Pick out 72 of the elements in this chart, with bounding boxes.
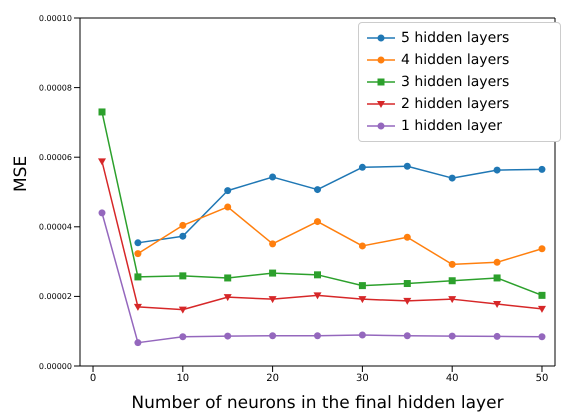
- point: [314, 218, 321, 226]
- point: [179, 333, 186, 340]
- x-tick-label: 50: [536, 373, 548, 384]
- point: [314, 332, 321, 340]
- point: [134, 339, 142, 346]
- point: [358, 242, 366, 250]
- legend-label: 5 hidden layers: [401, 29, 510, 48]
- point: [494, 332, 501, 340]
- point: [269, 240, 276, 248]
- point: [314, 271, 321, 278]
- x-tick-label: 0: [90, 373, 96, 384]
- point: [224, 203, 232, 210]
- point: [224, 274, 232, 282]
- point: [314, 186, 321, 194]
- point: [494, 258, 501, 266]
- point: [224, 187, 232, 194]
- y-tick-label: 0.00006: [38, 153, 72, 162]
- point: [538, 245, 546, 252]
- x-axis-title: Number of neurons in the final hidden layer: [131, 393, 504, 413]
- x-tick-label: 20: [266, 373, 279, 384]
- point: [224, 294, 232, 302]
- point: [448, 332, 456, 340]
- point: [358, 164, 366, 171]
- point: [269, 270, 276, 277]
- point: [538, 333, 546, 340]
- point: [493, 301, 502, 308]
- y-tick-label: 0.00004: [38, 222, 72, 232]
- point: [448, 296, 456, 304]
- point: [98, 209, 106, 216]
- point: [404, 280, 411, 288]
- point: [448, 277, 456, 284]
- point: [134, 239, 142, 246]
- point: [179, 232, 186, 240]
- point: [269, 174, 276, 181]
- y-tick-label: 0.00002: [38, 292, 72, 302]
- point: [98, 158, 106, 166]
- point: [314, 292, 322, 300]
- point: [404, 234, 411, 241]
- point: [134, 250, 142, 258]
- legend-label: 1 hidden layer: [401, 117, 502, 136]
- legend-label: 4 hidden layers: [401, 51, 510, 70]
- point: [268, 296, 277, 304]
- y-tick-label: 0.00000: [38, 362, 72, 371]
- point: [358, 282, 366, 290]
- y-axis-title: MSE: [11, 156, 32, 192]
- point: [448, 174, 456, 182]
- point: [448, 260, 456, 268]
- point: [224, 332, 232, 340]
- point: [178, 306, 187, 314]
- y-tick-label: 0.00008: [38, 83, 72, 92]
- point: [179, 272, 186, 280]
- point: [179, 222, 186, 229]
- point: [134, 273, 142, 280]
- point: [494, 166, 501, 174]
- legend-label: 2 hidden layers: [401, 95, 510, 114]
- point: [358, 296, 366, 304]
- point: [404, 332, 411, 340]
- x-tick-label: 10: [176, 373, 190, 384]
- y-tick-label: 0.00010: [38, 14, 72, 23]
- point: [404, 162, 411, 170]
- point: [269, 332, 276, 340]
- x-tick-label: 30: [356, 373, 369, 384]
- point: [538, 292, 546, 299]
- point: [358, 332, 366, 339]
- point: [403, 298, 412, 305]
- point: [494, 274, 501, 282]
- point: [134, 304, 142, 311]
- legend-label: 3 hidden layers: [401, 73, 510, 92]
- point: [538, 166, 546, 173]
- point: [98, 108, 106, 116]
- x-tick-label: 40: [446, 373, 459, 384]
- point: [538, 306, 546, 313]
